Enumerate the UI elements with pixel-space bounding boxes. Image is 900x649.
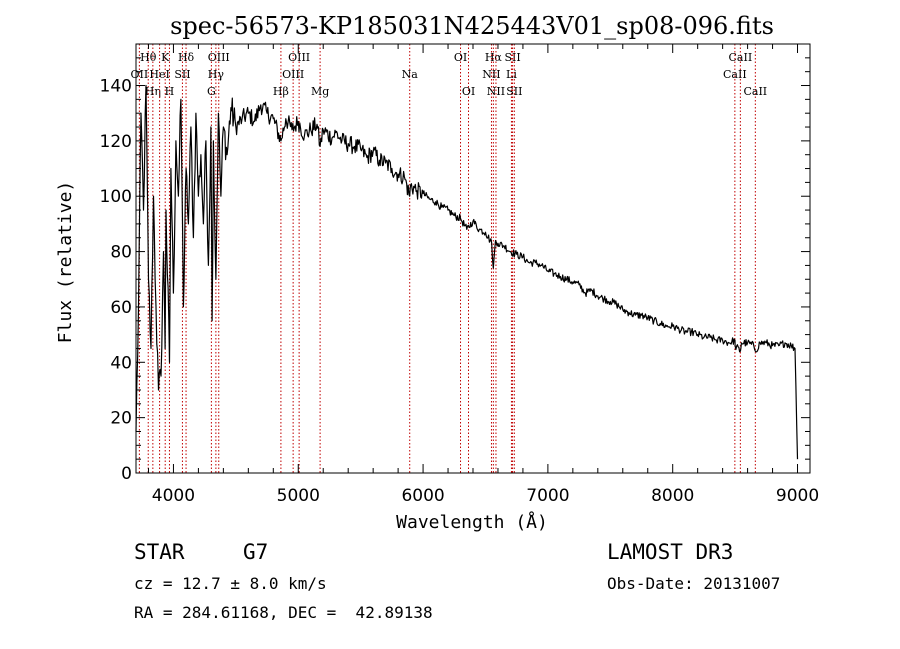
- chart-title: spec-56573-KP185031N425443V01_sp08-096.f…: [170, 12, 774, 40]
- x-tick-label: 8000: [651, 486, 694, 506]
- x-tick-label: 5000: [277, 486, 320, 506]
- spectral-line-label-G-band: G: [207, 85, 216, 98]
- spectral-line-label-S-II-6717: SII: [504, 51, 520, 64]
- spectral-line-label-N-II-6548: NII: [482, 68, 500, 81]
- y-tick-label: 100: [100, 187, 132, 207]
- y-tick-label: 120: [100, 132, 132, 152]
- y-tick-label: 140: [100, 77, 132, 97]
- coordinates-readout: RA = 284.61168, DEC = 42.89138: [134, 603, 433, 622]
- spectral-line-label-Ca-II-8662: CaII: [743, 85, 767, 98]
- spectral-line-label-H-alpha: Hα: [485, 51, 503, 64]
- class-label: STAR: [134, 540, 185, 564]
- spectral-line-label-K: K: [161, 51, 170, 64]
- spectral-line-label-S-II-4072: SII: [174, 68, 190, 81]
- x-tick-label: 9000: [776, 486, 819, 506]
- plot-frame: [135, 43, 811, 474]
- spectral-line-label-O-I-6364: OI: [462, 85, 475, 98]
- spectral-line-label-O-I-6300: OI: [454, 51, 467, 64]
- spectral-line-label-Ca-II-8498: CaII: [723, 68, 747, 81]
- series-layer: [135, 84, 799, 460]
- spectral-line-label-Ca-II-8542: CaII: [729, 51, 753, 64]
- spectral-line-label-H-eta: Hη: [145, 85, 161, 98]
- x-axis-label: Wavelength (Å): [396, 511, 548, 533]
- spectral-line-label-H-delta: Hδ: [178, 51, 195, 64]
- spectral-line-label-N-II-6584: NII: [487, 85, 505, 98]
- x-tick-label: 6000: [401, 486, 444, 506]
- spectral-line-label-Mg: Mg: [311, 85, 329, 98]
- spectral-line-label-H-beta: Hβ: [273, 85, 289, 98]
- spectral-line-label-Li: Li: [506, 68, 517, 81]
- emission-lines: Hθ OII Hη K HeI H SII Hδ OIII Hγ G Hβ OIII OIII Mg Na OI…: [131, 44, 767, 473]
- spectral-line-label-H-gamma: Hγ: [208, 68, 225, 81]
- x-tick-label: 7000: [526, 486, 569, 506]
- y-tick-label: 60: [110, 298, 132, 318]
- survey-label: LAMOST DR3: [607, 540, 734, 564]
- spectral-line-label-Na: Na: [402, 68, 419, 81]
- spectral-line-label-S-II-6731: SII: [506, 85, 522, 98]
- subclass-label: G7: [243, 540, 269, 564]
- axes: 4000 5000 6000 7000 8000 9000 0 20 40 60 80 100 120 1…: [100, 43, 819, 506]
- y-tick-label: 40: [110, 353, 132, 373]
- spectral-line-label-O-III-4959: OIII: [282, 68, 304, 81]
- spectral-line-label-O-II: OII: [131, 68, 149, 81]
- spectral-line-label-H: H: [165, 85, 175, 98]
- y-tick-label: 20: [110, 409, 132, 429]
- y-tick-label: 0: [121, 464, 132, 484]
- spectral-line-label-H-theta: Hθ: [140, 51, 157, 64]
- redshift-readout: cz = 12.7 ± 8.0 km/s: [134, 574, 327, 593]
- spectral-line-label-He-I: HeI: [149, 68, 169, 81]
- obs-date-readout: Obs-Date: 20131007: [607, 574, 781, 593]
- spectrum-series-line: [135, 84, 799, 460]
- spectral-line-label-O-III-5007: OIII: [288, 51, 310, 64]
- y-tick-label: 80: [110, 243, 132, 263]
- y-axis-label: Flux (relative): [55, 181, 76, 344]
- x-tick-label: 4000: [152, 486, 195, 506]
- spectral-line-label-O-III-4363: OIII: [208, 51, 230, 64]
